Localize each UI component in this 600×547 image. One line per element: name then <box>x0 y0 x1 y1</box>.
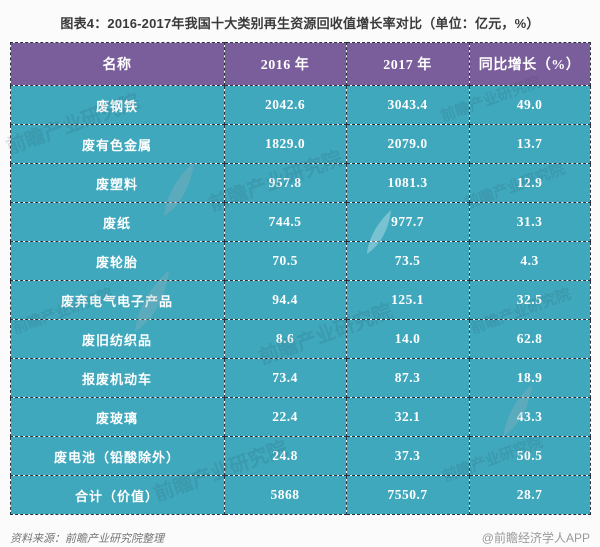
header-cell-2016: 2016 年 <box>223 42 347 86</box>
header-row: 名称 2016 年 2017 年 同比增长（%） <box>9 42 591 86</box>
table-row: 废玻璃 22.4 32.1 43.3 <box>9 397 591 437</box>
category-name-cell: 废轮胎 <box>9 241 225 281</box>
value-2017-cell: 37.3 <box>345 436 470 476</box>
header-cell-growth: 同比增长（%） <box>468 42 591 86</box>
table-row: 合计（价值） 5868 7550.7 28.7 <box>9 475 591 515</box>
growth-cell: 43.3 <box>468 397 591 437</box>
table-row: 废电池（铅酸除外） 24.8 37.3 50.5 <box>9 436 591 476</box>
table-row: 废有色金属 1829.0 2079.0 13.7 <box>9 124 591 164</box>
category-name-cell: 合计（价值） <box>9 475 225 515</box>
table-row: 废轮胎 70.5 73.5 4.3 <box>9 241 591 281</box>
table-row: 废塑料 957.8 1081.3 12.9 <box>9 163 591 203</box>
growth-cell: 31.3 <box>468 202 591 242</box>
value-2016-cell: 1829.0 <box>223 124 347 164</box>
value-2017-cell: 14.0 <box>345 319 470 359</box>
growth-cell: 28.7 <box>468 475 591 515</box>
growth-cell: 12.9 <box>468 163 591 203</box>
source-note: 资料来源：前瞻产业研究院整理 <box>10 533 164 545</box>
value-2017-cell: 125.1 <box>345 280 470 320</box>
table-row: 废旧纺织品 8.6 14.0 62.8 <box>9 319 591 359</box>
growth-cell: 4.3 <box>468 241 591 281</box>
header-cell-name: 名称 <box>9 42 225 86</box>
growth-cell: 49.0 <box>468 85 591 125</box>
header-cell-2017: 2017 年 <box>345 42 470 86</box>
table-row: 废钢铁 2042.6 3043.4 49.0 <box>9 85 591 125</box>
value-2017-cell: 977.7 <box>345 202 470 242</box>
recycling-data-table: 名称 2016 年 2017 年 同比增长（%） 废钢铁 2042.6 3043… <box>9 42 591 515</box>
category-name-cell: 废钢铁 <box>9 85 225 125</box>
value-2017-cell: 87.3 <box>345 358 470 398</box>
category-name-cell: 废弃电气电子产品 <box>9 280 225 320</box>
category-name-cell: 废玻璃 <box>9 397 225 437</box>
value-2017-cell: 7550.7 <box>345 475 470 515</box>
category-name-cell: 废塑料 <box>9 163 225 203</box>
table-row: 废弃电气电子产品 94.4 125.1 32.5 <box>9 280 591 320</box>
category-name-cell: 报废机动车 <box>9 358 225 398</box>
growth-cell: 50.5 <box>468 436 591 476</box>
category-name-cell: 废纸 <box>9 202 225 242</box>
value-2016-cell: 70.5 <box>223 241 347 281</box>
growth-cell: 13.7 <box>468 124 591 164</box>
value-2016-cell: 22.4 <box>223 397 347 437</box>
value-2017-cell: 32.1 <box>345 397 470 437</box>
growth-cell: 32.5 <box>468 280 591 320</box>
value-2016-cell: 957.8 <box>223 163 347 203</box>
value-2016-cell: 8.6 <box>223 319 347 359</box>
growth-cell: 62.8 <box>468 319 591 359</box>
category-name-cell: 废有色金属 <box>9 124 225 164</box>
app-credit: @前瞻经济学人APP <box>481 531 590 545</box>
category-name-cell: 废电池（铅酸除外） <box>9 436 225 476</box>
value-2016-cell: 73.4 <box>223 358 347 398</box>
value-2017-cell: 73.5 <box>345 241 470 281</box>
footer-bar: 资料来源：前瞻产业研究院整理 @前瞻经济学人APP <box>10 529 590 546</box>
value-2017-cell: 3043.4 <box>345 85 470 125</box>
table-row: 报废机动车 73.4 87.3 18.9 <box>9 358 591 398</box>
category-name-cell: 废旧纺织品 <box>9 319 225 359</box>
value-2016-cell: 5868 <box>223 475 347 515</box>
value-2016-cell: 744.5 <box>223 202 347 242</box>
table-row: 废纸 744.5 977.7 31.3 <box>9 202 591 242</box>
growth-cell: 18.9 <box>468 358 591 398</box>
page-title: 图表4：2016-2017年我国十大类别再生资源回收值增长率对比（单位：亿元，%… <box>60 16 540 31</box>
value-2016-cell: 24.8 <box>223 436 347 476</box>
value-2016-cell: 94.4 <box>223 280 347 320</box>
value-2016-cell: 2042.6 <box>223 85 347 125</box>
value-2017-cell: 1081.3 <box>345 163 470 203</box>
value-2017-cell: 2079.0 <box>345 124 470 164</box>
